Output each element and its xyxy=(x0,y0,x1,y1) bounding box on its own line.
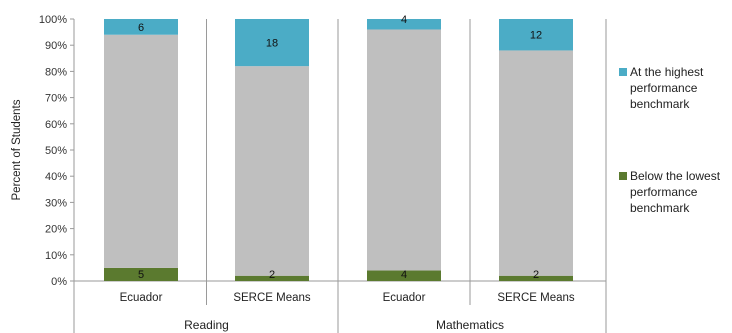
y-tick-label: 50% xyxy=(45,145,67,157)
data-label: 4 xyxy=(401,269,407,281)
y-tick-label: 100% xyxy=(39,14,67,26)
data-label: 18 xyxy=(266,38,278,50)
data-label: 12 xyxy=(530,30,542,42)
bar-segment xyxy=(235,275,309,281)
bar-segment xyxy=(235,66,309,276)
legend-label-highest: At the highest performance benchmark xyxy=(630,65,704,111)
y-tick-label: 70% xyxy=(45,93,67,105)
bar-segment xyxy=(367,270,441,281)
y-tick-label: 40% xyxy=(45,171,67,183)
y-tick-label: 30% xyxy=(45,197,67,209)
y-tick-label: 60% xyxy=(45,119,67,131)
y-tick-label: 20% xyxy=(45,224,67,236)
category-label: SERCE Means xyxy=(497,292,575,304)
bar-segment xyxy=(499,50,573,276)
data-label: 5 xyxy=(138,269,144,281)
legend-label-lowest: Below the lowest performance benchmark xyxy=(630,169,721,215)
bar-segment xyxy=(235,19,309,67)
y-axis-title: Percent of Students xyxy=(11,99,23,200)
bar-segment xyxy=(367,29,441,271)
bar-segment xyxy=(104,34,178,268)
bar-segment xyxy=(499,275,573,281)
data-label: 4 xyxy=(401,14,407,26)
y-tick-label: 90% xyxy=(45,40,67,52)
legend-swatch-highest xyxy=(619,68,627,76)
group-label: Mathematics xyxy=(436,318,504,332)
bar-segment xyxy=(104,267,178,281)
data-label: 2 xyxy=(533,269,539,281)
group-label: Reading xyxy=(184,318,229,332)
y-tick-label: 80% xyxy=(45,66,67,78)
bars xyxy=(104,19,573,281)
category-label: SERCE Means xyxy=(233,292,311,304)
category-label: Ecuador xyxy=(120,292,163,304)
bar-segment xyxy=(367,19,441,30)
bar-segment xyxy=(104,19,178,35)
legend-swatch-lowest xyxy=(619,172,627,180)
y-tick-label: 0% xyxy=(51,276,67,288)
y-tick-label: 10% xyxy=(45,250,67,262)
data-label: 2 xyxy=(269,269,275,281)
data-label: 6 xyxy=(138,22,144,34)
category-label: Ecuador xyxy=(383,292,426,304)
bar-segment xyxy=(499,19,573,51)
labels: 5 6 Ecuador 2 18 SERCE Means 4 4 Ecuador 2 12 SERCE… xyxy=(120,14,575,332)
